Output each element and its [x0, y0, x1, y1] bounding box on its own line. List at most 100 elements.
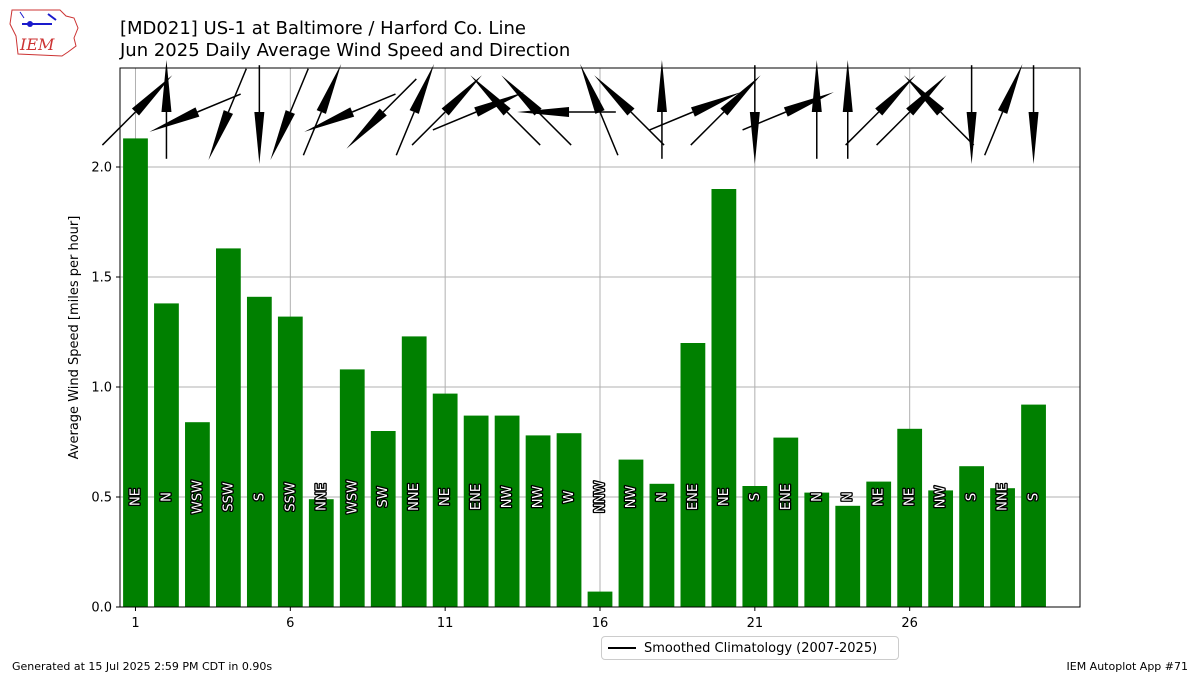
wind-barb — [254, 112, 265, 164]
iem-logo: IEM — [8, 6, 80, 58]
bar — [463, 415, 489, 607]
wind-barb — [656, 60, 667, 112]
legend: Smoothed Climatology (2007-2025) — [601, 636, 899, 660]
wind-barb — [346, 108, 387, 149]
bar — [401, 336, 427, 607]
wind-barbs — [101, 60, 1039, 164]
direction-label: NNW — [593, 481, 608, 513]
direction-label: SSW — [283, 482, 298, 512]
wind-barb — [875, 75, 916, 116]
bar — [587, 591, 613, 607]
wind-barb — [580, 63, 605, 114]
x-tick-label: 6 — [286, 616, 294, 631]
direction-label: N — [159, 492, 174, 502]
direction-label: N — [655, 492, 670, 502]
wind-barb-shaft — [101, 111, 137, 146]
wind-barb — [720, 75, 761, 116]
wind-barb-shaft — [351, 93, 396, 113]
wind-barb — [997, 63, 1023, 114]
wind-barb-shaft — [302, 111, 322, 156]
direction-label: NE — [872, 488, 887, 506]
legend-label: Smoothed Climatology (2007-2025) — [644, 640, 878, 656]
y-tick-label: 2.0 — [91, 161, 112, 176]
bar — [773, 437, 799, 607]
x-tick-label: 16 — [592, 616, 609, 631]
direction-label: ENE — [686, 484, 701, 510]
wind-barb — [304, 107, 355, 132]
wind-barb-shaft — [690, 111, 725, 146]
direction-label: NE — [438, 488, 453, 506]
direction-label: S — [1027, 493, 1042, 501]
bar — [866, 481, 892, 607]
bar — [154, 303, 179, 607]
bar — [370, 431, 396, 607]
wind-barb — [749, 112, 760, 164]
wind-barb — [783, 92, 834, 117]
wind-barb-shaft — [537, 111, 572, 146]
direction-label: N — [841, 492, 856, 502]
wind-barb — [316, 63, 342, 114]
direction-labels: NE N WSW SSW S SSW NNE WSW SW NNE NE ENE NW NW W NNW NW N… — [127, 479, 1043, 516]
direction-label: NNE — [996, 483, 1011, 511]
wind-barb — [131, 75, 173, 116]
wind-barb — [441, 75, 482, 116]
wind-barb-shaft — [983, 111, 1004, 156]
direction-label: NW — [624, 486, 639, 509]
direction-label: WSW — [190, 480, 205, 514]
bar — [711, 189, 737, 607]
bar — [618, 459, 644, 607]
bar — [525, 435, 551, 607]
direction-label: W — [562, 490, 577, 503]
wind-barb-shaft — [197, 93, 241, 113]
bar — [216, 248, 241, 607]
wind-barb-shaft — [649, 111, 694, 131]
wind-barb-shaft — [876, 111, 911, 146]
bar — [897, 428, 923, 607]
y-tick-label: 1.0 — [91, 381, 112, 396]
app-id: IEM Autoplot App #71 — [1066, 660, 1189, 673]
wind-barb-shaft — [227, 68, 247, 113]
bar — [494, 415, 520, 607]
bar — [308, 499, 334, 607]
wind-barb — [903, 75, 945, 116]
bar — [928, 490, 954, 607]
bar — [649, 483, 675, 607]
direction-label: S — [748, 493, 763, 501]
wind-barb-shaft — [289, 68, 309, 113]
wind-barb — [517, 107, 570, 117]
direction-label: NW — [500, 486, 515, 509]
direction-label: NW — [934, 486, 949, 509]
bar — [742, 486, 768, 607]
wind-barb — [270, 110, 295, 161]
chart-title: [MD021] US-1 at Baltimore / Harford Co. … — [120, 18, 570, 62]
wind-barb-shaft — [432, 111, 477, 131]
wind-barb — [501, 75, 542, 116]
wind-barb-shaft — [845, 111, 880, 146]
bar — [246, 296, 272, 607]
x-tick-label: 11 — [437, 616, 454, 631]
wind-barb-shaft — [742, 111, 787, 131]
wind-barb — [811, 60, 822, 112]
wind-barb-shaft — [411, 111, 446, 146]
wind-barb-shaft — [599, 111, 619, 156]
wind-barb — [161, 60, 172, 112]
direction-label: WSW — [345, 480, 360, 514]
bar — [990, 488, 1015, 607]
y-tick-label: 0.0 — [91, 601, 112, 616]
direction-label: ENE — [779, 484, 794, 510]
direction-label: NNE — [407, 483, 422, 511]
x-tick-label: 1 — [131, 616, 139, 631]
title-line-2: Jun 2025 Daily Average Wind Speed and Di… — [120, 40, 571, 61]
direction-label: NE — [903, 488, 918, 506]
legend-line-swatch — [608, 647, 636, 649]
wind-barb-shaft — [630, 111, 665, 146]
bar — [123, 138, 148, 607]
direction-label: NE — [128, 488, 143, 506]
wind-barb — [409, 63, 435, 114]
y-tick-label: 1.5 — [91, 271, 112, 286]
wind-barb — [966, 112, 977, 164]
direction-label: S — [252, 493, 267, 501]
bar — [277, 316, 303, 607]
bar — [835, 505, 861, 607]
direction-label: NW — [531, 486, 546, 509]
